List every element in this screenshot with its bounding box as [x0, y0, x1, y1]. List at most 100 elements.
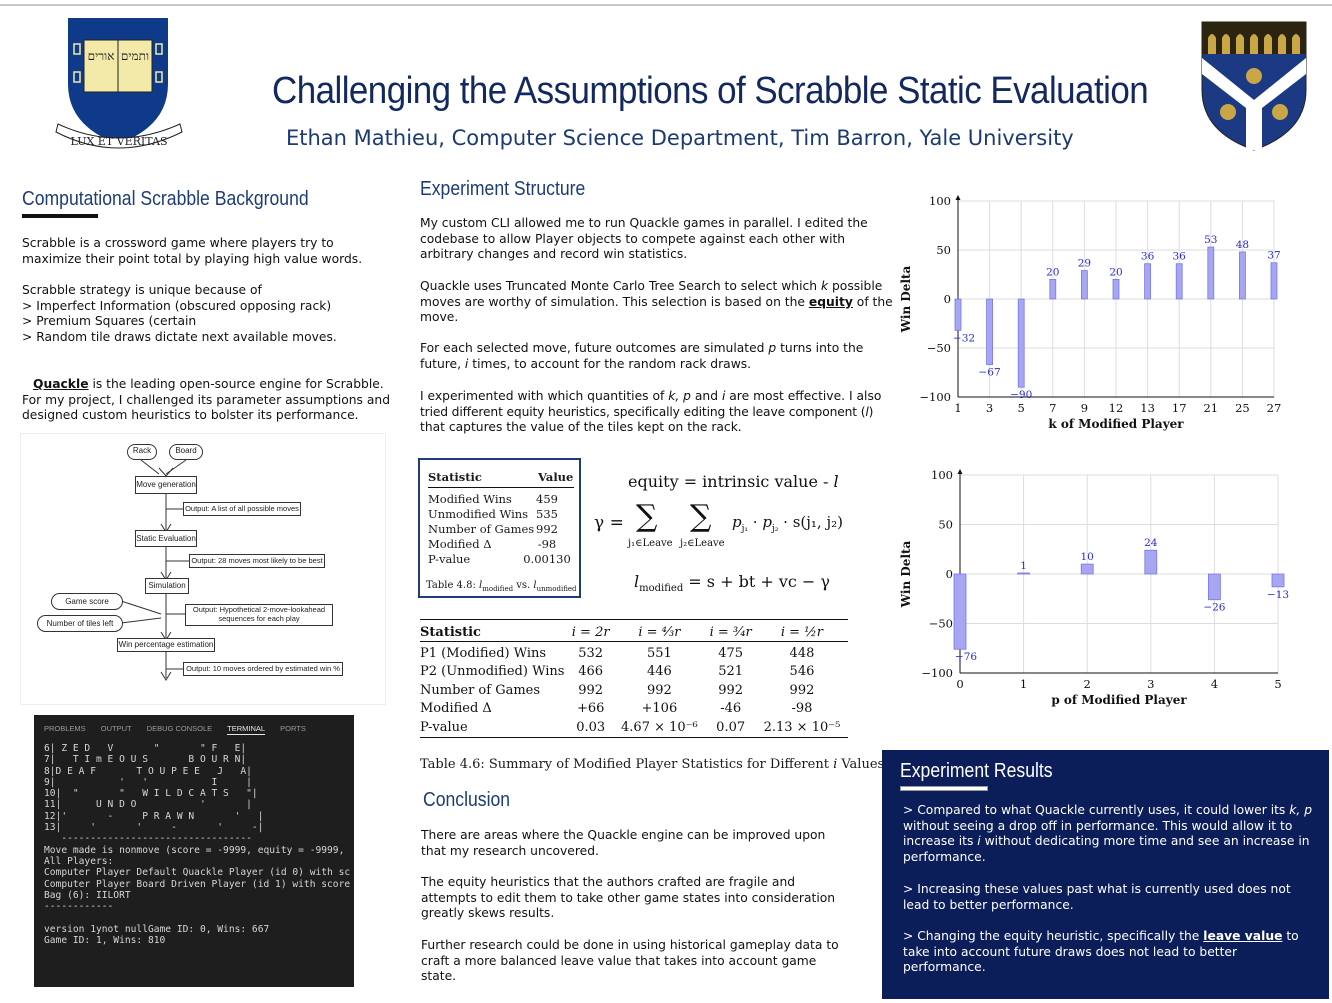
x-tick-label: 27 — [1267, 401, 1282, 415]
terminal-tab-terminal[interactable]: TERMINAL — [227, 724, 266, 735]
results-p3: > Changing the equity heuristic, specifi… — [903, 929, 1299, 975]
flow-rack: Rack — [127, 444, 157, 460]
gamma-lhs: γ = — [594, 513, 624, 533]
terminal-screenshot: PROBLEMS OUTPUT DEBUG CONSOLE TERMINAL P… — [34, 715, 354, 987]
table48-row-value: 535 — [536, 507, 558, 521]
data-label: −26 — [1203, 602, 1225, 614]
y-tick-label: 50 — [938, 518, 953, 532]
x-tick-label: 0 — [956, 677, 963, 691]
equation-equity: equity = intrinsic value - l — [628, 472, 839, 491]
table48-row-label: P-value — [428, 552, 471, 566]
bar — [1080, 563, 1094, 575]
table46-cell: 2.13 × 10⁻⁵ — [763, 719, 841, 735]
x-tick-label: 13 — [1140, 401, 1155, 415]
data-label: −13 — [1267, 589, 1289, 601]
college-shield-logo — [1201, 21, 1307, 151]
table46-bottom-rule — [420, 736, 848, 738]
table48-row-label: Modified Δ — [428, 537, 492, 551]
table46-cell: 532 — [578, 645, 604, 661]
results-heading-bar — [900, 786, 988, 791]
terminal-tab-ports[interactable]: PORTS — [280, 724, 306, 733]
conclusion-heading: Conclusion — [423, 789, 511, 811]
table46-row: P1 (Modified) Wins 532 551 475 448 — [420, 644, 848, 663]
experiment-p1: My custom CLI allowed me to run Quackle … — [420, 216, 868, 262]
yale-book-hebrew-right: ותמים — [121, 49, 149, 63]
table46-row: Number of Games 992 992 992 992 — [420, 681, 848, 700]
background-bullet-1: > Imperfect Information (obscured opposi… — [22, 298, 332, 313]
background-heading: Computational Scrabble Background — [22, 188, 309, 210]
results-heading: Experiment Results — [900, 760, 1053, 782]
data-label: −67 — [979, 367, 1001, 379]
flow-tiles-left: Number of tiles left — [37, 615, 123, 632]
y-tick-label: 0 — [944, 292, 951, 306]
flow-output-final: Output: 10 moves ordered by estimated wi… — [183, 662, 343, 676]
terminal-tab-output[interactable]: OUTPUT — [100, 724, 132, 733]
table46-row: P-value 0.03 4.67 × 10⁻⁶ 0.07 2.13 × 10⁻⁵ — [420, 718, 848, 737]
leave-value-link[interactable]: leave value — [1203, 929, 1283, 943]
table48-caption: Table 4.8: lmodified vs. lunmodified — [426, 580, 577, 593]
data-label: 48 — [1236, 239, 1249, 251]
data-label: −90 — [1010, 389, 1032, 401]
x-tick-label: 25 — [1235, 401, 1250, 415]
table48-row-label: Modified Wins — [428, 492, 512, 506]
flow-output-simulation-line2: sequences for each play — [218, 614, 300, 623]
x-tick-label: 1 — [1020, 677, 1027, 691]
y-axis-label: Win Delta — [899, 265, 913, 333]
table46-header-cell: i = ⁴⁄₃r — [638, 624, 681, 640]
flow-simulation: Simulation — [145, 578, 189, 594]
x-tick-label: 3 — [1147, 677, 1154, 691]
conclusion-p3: Further research could be done in using … — [421, 938, 839, 984]
conclusion-p2: The equity heuristics that the authors c… — [421, 875, 836, 921]
y-tick-label: −50 — [929, 617, 953, 631]
table48-row-value: 0.00130 — [523, 552, 571, 566]
table46-cell: 992 — [578, 682, 604, 698]
flow-output-28-moves: Output: 28 moves most likely to be best — [189, 554, 325, 568]
data-label: 1 — [1020, 560, 1027, 572]
background-p3-line2: For my project, I challenged its paramet… — [22, 392, 390, 407]
table48-rule — [428, 487, 574, 488]
sum-sub-1: j₁∈Leave — [628, 538, 673, 549]
terminal-output: 6| Z E D V " " F E| 7| T I m E O U S B O… — [44, 743, 351, 947]
table46-cell: 446 — [646, 664, 672, 680]
equity-link[interactable]: equity — [808, 294, 853, 309]
flow-output-simulation-line1: Output: Hypothetical 2-move-lookahead — [192, 605, 326, 614]
data-label: 53 — [1204, 234, 1217, 246]
table46-row-label: Number of Games — [420, 682, 541, 698]
sum-sub-2: j₂∈Leave — [680, 538, 725, 549]
x-tick-label: 21 — [1203, 401, 1218, 415]
bar — [1238, 251, 1246, 300]
table48-row-value: 992 — [536, 522, 558, 536]
bar — [1080, 270, 1088, 300]
x-tick-label: 5 — [1274, 677, 1281, 691]
bar — [1017, 572, 1030, 575]
results-p2: > Increasing these values past what is c… — [903, 882, 1291, 912]
sum-sign-2: ∑ — [690, 499, 712, 534]
table46-header-cell: i = 2r — [571, 624, 610, 640]
table46-cell: 521 — [718, 664, 744, 680]
table46-cell: -98 — [791, 701, 813, 717]
flow-output-all-moves: Output: A list of all possible moves — [183, 502, 301, 516]
gamma-product: pj₁ · pj₂ · s(j₁, j₂) — [732, 513, 843, 534]
experiment-p2-line1: Quackle uses Truncated Monte Carlo Tree … — [420, 279, 883, 293]
x-tick-label: 9 — [1081, 401, 1088, 415]
equation-leave-modified: lmodified = s + bt + vc − γ — [634, 572, 830, 595]
table46-header-cell: i = ½r — [780, 624, 824, 640]
terminal-tab-bar: PROBLEMS OUTPUT DEBUG CONSOLE TERMINAL P… — [44, 724, 319, 735]
table46-row: P2 (Unmodified) Wins 466 446 521 546 — [420, 663, 848, 682]
quackle-link[interactable]: Quackle — [33, 377, 89, 391]
table-4-8: Statistic Value Modified Wins Unmodified… — [418, 458, 581, 598]
terminal-tab-problems[interactable]: PROBLEMS — [44, 724, 86, 733]
table46-header-cell: i = ³⁄₄r — [709, 624, 752, 640]
y-tick-label: 100 — [929, 194, 951, 208]
table46-cell: -46 — [720, 701, 742, 717]
experiment-p2-line2: moves are worthy of simulation. This sel… — [420, 294, 893, 309]
results-p1: > Compared to what Quackle currently use… — [903, 803, 1312, 864]
experiment-p3-line1: For each selected move, future outcomes … — [420, 341, 864, 355]
background-bullet-3: > Random tile draws dictate next availab… — [22, 329, 337, 344]
terminal-tab-debug-console[interactable]: DEBUG CONSOLE — [146, 724, 213, 733]
results-panel: Experiment Results > Compared to what Qu… — [882, 750, 1329, 999]
table48-header-statistic: Statistic — [428, 470, 482, 484]
table46-cell: 992 — [718, 682, 744, 698]
equation-gamma: γ = ∑ j₁∈Leave ∑ j₂∈Leave pj₁ · pj₂ · s(… — [594, 499, 864, 555]
table46-header-row: Statistic i = 2r i = ⁴⁄₃r i = ³⁄₄r i = ½… — [420, 620, 848, 644]
